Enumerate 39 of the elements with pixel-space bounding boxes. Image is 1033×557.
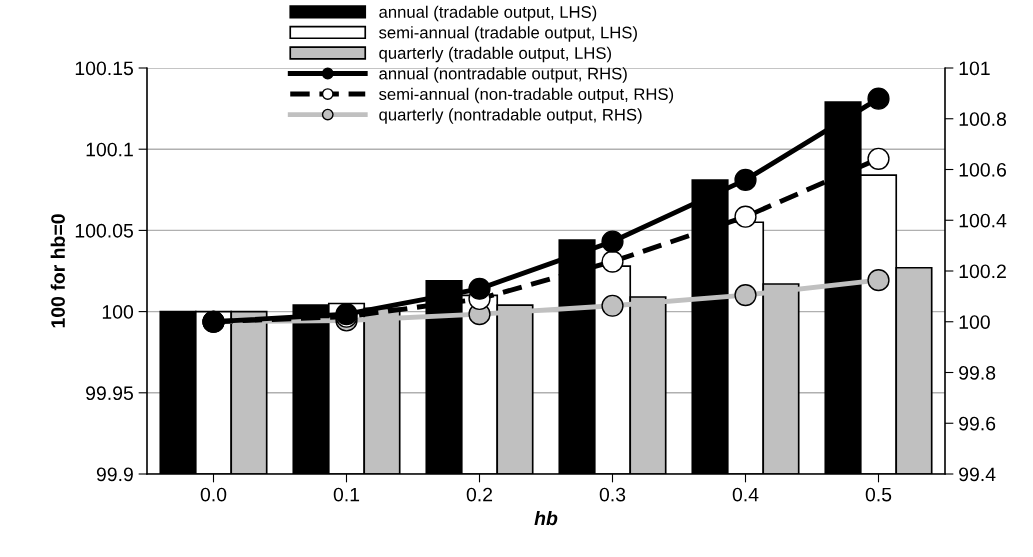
x-tick-label: 0.4 [732,487,759,502]
y2-tick-label: 100.8 [959,112,1007,126]
y-tick-label: 100.1 [86,142,133,157]
point [734,168,757,192]
point [867,87,890,110]
y2-tick-label: 100.2 [959,264,1006,279]
y-tick-label: 100.05 [75,223,133,238]
x-tick-label: 0.5 [865,487,892,502]
y2-tick-label: 101 [959,61,990,76]
legend-label: quarterly (nontradable output, RHS) [379,108,642,124]
x-tick-label: 0.1 [333,487,360,502]
y-tick-label: 100 [102,305,134,319]
point [734,283,757,307]
y2-tick-label: 100.6 [959,162,1006,177]
point [867,269,890,292]
legend-label: annual (tradable output, LHS) [379,5,597,22]
y-tick-label: 99.9 [96,467,133,482]
y-axis-title: 100 for hb=0 [50,214,65,328]
point [867,147,890,170]
x-axis-title: hb [534,510,558,526]
y2-tick-label: 99.8 [959,365,996,380]
y2-tick-label: 100.4 [959,213,1007,228]
point [601,250,624,273]
x-tick-label: 0.3 [599,487,626,502]
y2-tick-label: 99.6 [959,416,996,431]
point [468,277,491,300]
legend-label: quarterly (tradable output, LHS) [379,46,611,63]
x-tick-label: 0.0 [200,487,227,502]
y2-tick-label: 100 [959,315,990,329]
point [601,230,624,253]
point [734,205,757,228]
point [601,294,624,317]
legend-label: semi-annual (non-tradable output, RHS) [379,87,674,104]
legend-label: semi-annual (tradable output, LHS) [379,26,637,42]
y-tick-label: 99.95 [86,386,133,401]
y2-tick-label: 99.4 [959,467,996,482]
legend-label: annual (nontradable output, RHS) [379,67,627,83]
y-tick-label: 100.15 [75,61,133,76]
x-tick-label: 0.2 [466,487,493,502]
